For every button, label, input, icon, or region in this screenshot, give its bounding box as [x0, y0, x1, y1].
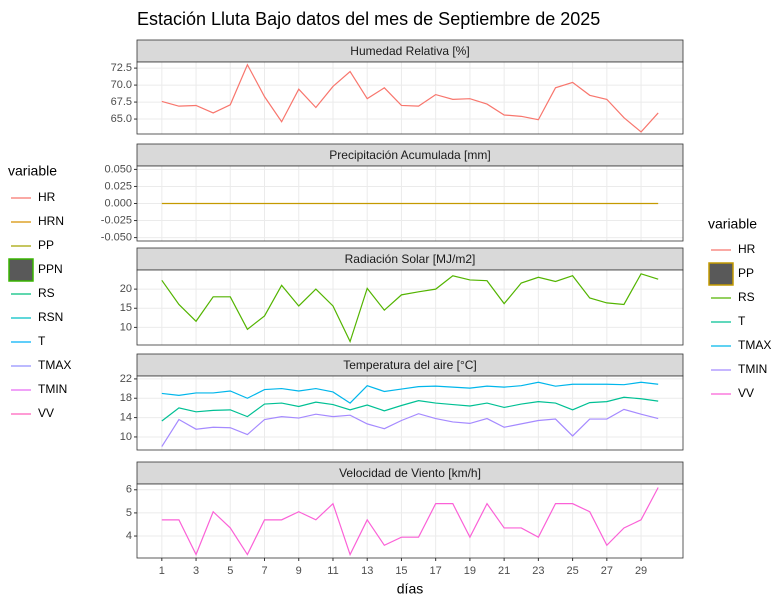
- strip-title: Temperatura del aire [°C]: [343, 358, 477, 372]
- strip-title: Velocidad de Viento [km/h]: [339, 466, 481, 480]
- x-tick-label: 17: [430, 565, 442, 577]
- y-tick-label: 14: [120, 412, 132, 424]
- legend-label: HR: [738, 242, 756, 256]
- y-tick-label: 0.025: [104, 180, 132, 192]
- legend-label: VV: [738, 386, 754, 400]
- panel-background: [137, 270, 683, 345]
- y-tick-label: 10: [120, 431, 132, 443]
- panel-background: [137, 376, 683, 450]
- y-tick-label: 65.0: [111, 113, 132, 125]
- legend-key: [8, 258, 34, 282]
- y-tick-label: 10: [120, 321, 132, 333]
- y-tick-label: 5: [126, 507, 132, 519]
- y-tick-label: -0.050: [101, 231, 132, 243]
- y-tick-label: 6: [126, 484, 132, 496]
- series-line: [161, 487, 659, 557]
- legend-label: PPN: [38, 262, 63, 276]
- legend-title: variable: [8, 163, 57, 179]
- legend-label: RS: [38, 286, 55, 300]
- panel-border: [136, 375, 684, 451]
- legend-label: T: [38, 334, 46, 348]
- y-tick-label: 20: [120, 283, 132, 295]
- y-tick-label: 18: [120, 392, 132, 404]
- legend-label: PP: [738, 266, 754, 280]
- panel-border: [136, 269, 684, 346]
- series-line: [161, 63, 659, 133]
- y-tick-label: 0.050: [104, 163, 132, 175]
- legend-label: T: [738, 314, 746, 328]
- series-line: [161, 381, 659, 404]
- x-tick-label: 19: [464, 565, 476, 577]
- legend-label: TMAX: [738, 338, 771, 352]
- legend-label: RS: [738, 290, 755, 304]
- y-tick-label: 0.000: [104, 197, 132, 209]
- legend-label: PP: [38, 238, 54, 252]
- x-tick-label: 23: [532, 565, 544, 577]
- x-tick-label: 7: [261, 565, 267, 577]
- panel-background: [137, 62, 683, 134]
- x-tick-label: 29: [635, 565, 647, 577]
- legend-label: TMAX: [38, 358, 71, 372]
- legend-title: variable: [708, 216, 757, 232]
- y-tick-label: 72.5: [111, 62, 132, 74]
- legend-label: HR: [38, 190, 56, 204]
- series-line: [161, 408, 659, 447]
- x-tick-label: 21: [498, 565, 510, 577]
- x-tick-label: 3: [193, 565, 199, 577]
- x-tick-label: 9: [296, 565, 302, 577]
- x-tick-label: 15: [395, 565, 407, 577]
- series-line: [161, 273, 659, 344]
- panel-border: [136, 483, 684, 559]
- panel-border: [136, 61, 684, 135]
- series-line: [161, 396, 659, 422]
- y-tick-label: 70.0: [111, 79, 132, 91]
- chart-title: Estación Lluta Bajo datos del mes de Sep…: [137, 9, 600, 29]
- legend-key: [708, 262, 734, 286]
- y-tick-label: 15: [120, 302, 132, 314]
- y-tick-label: 67.5: [111, 96, 132, 108]
- x-tick-label: 27: [601, 565, 613, 577]
- x-tick-label: 25: [566, 565, 578, 577]
- x-tick-label: 11: [327, 565, 338, 577]
- strip-title: Radiación Solar [MJ/m2]: [345, 252, 476, 266]
- strip-title: Humedad Relativa [%]: [350, 44, 469, 58]
- y-tick-label: -0.025: [101, 214, 132, 226]
- x-axis-label: días: [397, 581, 423, 595]
- x-tick-label: 13: [361, 565, 373, 577]
- x-tick-label: 1: [159, 565, 165, 577]
- y-tick-label: 22: [120, 373, 132, 385]
- legend-label: HRN: [38, 214, 64, 228]
- strip-title: Precipitación Acumulada [mm]: [329, 148, 490, 162]
- legend-label: TMIN: [38, 382, 67, 396]
- y-tick-label: 4: [126, 530, 132, 542]
- x-tick-label: 5: [227, 565, 233, 577]
- panel-background: [137, 484, 683, 558]
- legend-label: TMIN: [738, 362, 767, 376]
- legend-label: VV: [38, 406, 54, 420]
- legend-label: RSN: [38, 310, 63, 324]
- panel-border: [136, 165, 684, 242]
